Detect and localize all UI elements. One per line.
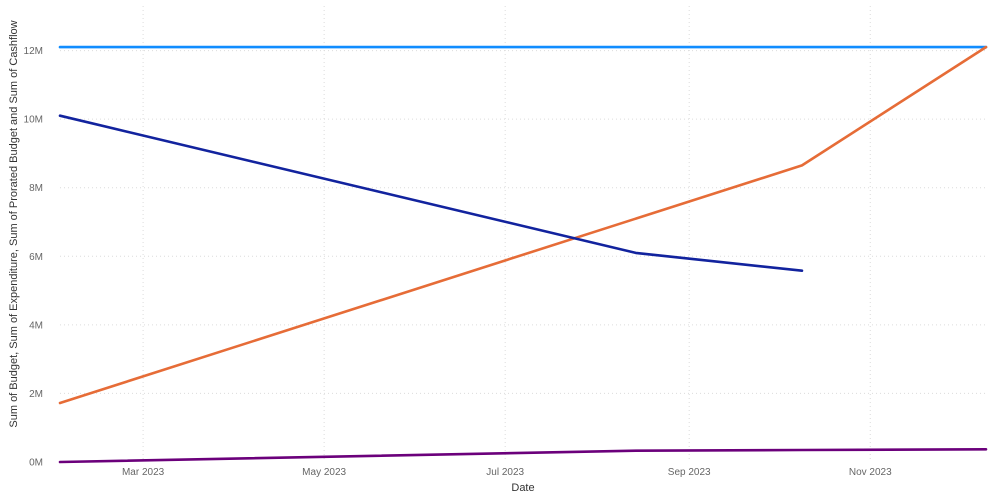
y-tick-label: 10M xyxy=(24,115,43,126)
gridlines xyxy=(60,6,986,462)
series-line-3 xyxy=(58,114,804,273)
x-axis-title: Date xyxy=(511,482,534,494)
x-axis-ticks: Mar 2023 May 2023 Jul 2023 Sep 2023 Nov 2023 xyxy=(122,467,892,478)
x-tick-label: May 2023 xyxy=(302,467,346,478)
series-line-4 xyxy=(58,447,988,464)
y-axis-ticks: 0M 2M 4M 6M 8M 10M 12M xyxy=(24,46,43,468)
series-lines xyxy=(58,45,988,464)
series-line-2 xyxy=(58,45,988,405)
y-tick-label: 4M xyxy=(29,320,43,331)
y-tick-label: 12M xyxy=(24,46,43,57)
y-tick-label: 0M xyxy=(29,458,43,469)
x-tick-label: Jul 2023 xyxy=(486,467,524,478)
y-tick-label: 8M xyxy=(29,183,43,194)
y-tick-label: 2M xyxy=(29,389,43,400)
y-tick-label: 6M xyxy=(29,252,43,263)
x-tick-label: Sep 2023 xyxy=(668,467,711,478)
y-axis-title: Sum of Budget, Sum of Expenditure, Sum o… xyxy=(8,20,20,427)
x-tick-label: Mar 2023 xyxy=(122,467,165,478)
x-tick-label: Nov 2023 xyxy=(849,467,892,478)
